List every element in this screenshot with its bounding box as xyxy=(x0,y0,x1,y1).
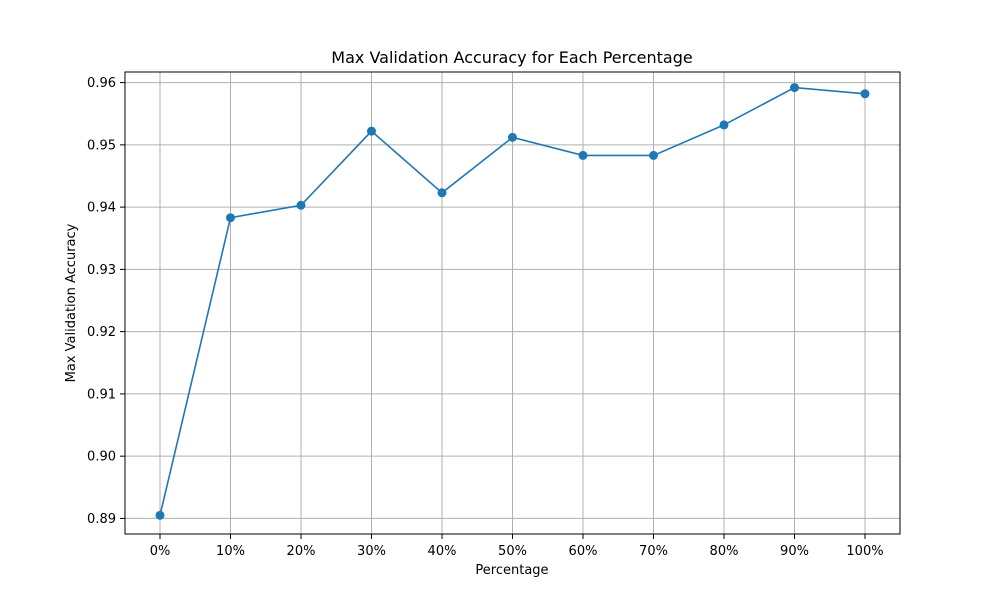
x-tick-label: 50% xyxy=(498,544,527,559)
x-tick-label: 10% xyxy=(216,544,245,559)
x-tick-label: 30% xyxy=(357,544,386,559)
y-tick-label: 0.93 xyxy=(87,263,116,278)
x-tick-label: 20% xyxy=(287,544,316,559)
x-tick-label: 100% xyxy=(846,544,883,559)
series-layer xyxy=(155,83,870,520)
data-point xyxy=(790,83,799,93)
axis-ticks: 0% 10% 20% 30% 40% 50% 60% 70% 80% 90% 100% 0.89 0.9… xyxy=(87,76,884,559)
data-point xyxy=(860,89,870,99)
y-tick-label: 0.94 xyxy=(87,201,116,216)
data-point xyxy=(437,188,447,198)
y-tick-label: 0.92 xyxy=(87,325,116,340)
x-tick-label: 40% xyxy=(428,544,457,559)
x-tick-label: 90% xyxy=(780,544,809,559)
y-tick-label: 0.89 xyxy=(87,512,116,527)
x-tick-label: 80% xyxy=(710,544,739,559)
y-tick-label: 0.90 xyxy=(87,450,116,465)
data-point xyxy=(226,213,235,223)
data-point xyxy=(508,132,517,142)
y-tick-label: 0.91 xyxy=(87,387,116,402)
chart-title: Max Validation Accuracy for Each Percent… xyxy=(331,48,692,67)
x-tick-label: 60% xyxy=(569,544,598,559)
data-point xyxy=(155,510,165,520)
y-tick-label: 0.96 xyxy=(87,76,116,91)
x-axis-label: Percentage xyxy=(475,563,548,578)
data-point xyxy=(367,126,376,136)
x-tick-label: 0% xyxy=(150,544,171,559)
data-point xyxy=(649,150,658,160)
y-tick-label: 0.95 xyxy=(87,138,116,153)
data-point xyxy=(296,200,306,210)
y-axis-label: Max Validation Accuracy xyxy=(64,223,79,382)
data-point xyxy=(719,120,729,130)
data-point xyxy=(578,150,588,160)
grid xyxy=(125,72,900,534)
x-tick-label: 70% xyxy=(639,544,668,559)
